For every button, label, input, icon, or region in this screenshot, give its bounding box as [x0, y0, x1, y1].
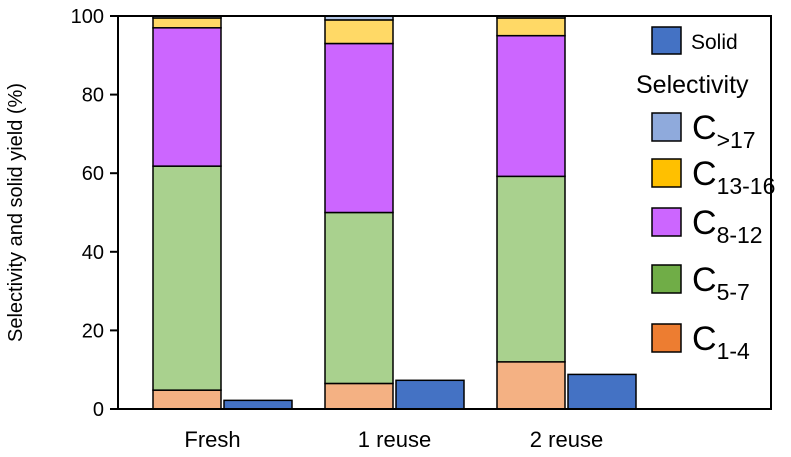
y-tick-label: 20: [82, 320, 104, 342]
legend-label-subscript: 8-12: [717, 222, 763, 248]
bar-c8_12: [324, 42, 394, 214]
legend-swatch-c1_4: [651, 323, 682, 353]
bar-c5_7: [152, 165, 222, 391]
legend-title: Selectivity: [636, 71, 749, 99]
bar-c1_4: [152, 389, 222, 410]
legend-label-c17: C>17: [692, 109, 756, 153]
legend-swatch-c13_16: [651, 158, 682, 188]
legend-label-base: C: [692, 204, 717, 242]
x-tick-label: 2 reuse: [530, 427, 603, 452]
bar-solid: [395, 379, 465, 410]
y-tick-label: 80: [82, 85, 104, 107]
bar-c13_16: [152, 17, 222, 29]
legend-label-base: C: [692, 261, 717, 299]
legend-swatch-c17: [651, 112, 682, 142]
bar-c1_4: [324, 382, 394, 410]
y-tick-label: 0: [93, 399, 104, 421]
legend-swatch-c8_12: [651, 207, 682, 237]
legend-label-subscript: >17: [717, 127, 756, 153]
legend-label-subscript: 1-4: [717, 338, 750, 364]
x-tick-label: 1 reuse: [358, 427, 431, 452]
plot-frame: [117, 15, 772, 410]
legend-label-base: C: [692, 155, 717, 193]
y-axis-label: Selectivity and solid yield (%): [5, 83, 27, 342]
bar-c8_12: [152, 27, 222, 167]
y-tick-label: 100: [71, 6, 104, 28]
legend-label-c13_16: C13-16: [692, 155, 775, 199]
bar-solid: [223, 399, 293, 410]
bar-c1_4: [496, 361, 566, 410]
legend-swatch-c5_7: [651, 264, 682, 294]
bar-c13_16: [496, 17, 566, 37]
x-tick-label: Fresh: [184, 427, 240, 452]
legend-label-base: C: [692, 109, 717, 147]
legend-label-base: C: [692, 320, 717, 358]
bars-layer: [152, 15, 637, 410]
bar-c8_12: [496, 34, 566, 178]
legend-label-c5_7: C5-7: [692, 261, 750, 305]
legend-label-subscript: 5-7: [717, 279, 750, 305]
bar-c5_7: [496, 175, 566, 363]
bar-solid: [567, 373, 637, 410]
legend-label-solid: Solid: [691, 31, 738, 54]
legend-label-c8_12: C8-12: [692, 204, 763, 248]
y-tick-label: 40: [82, 242, 104, 264]
y-tick-label: 60: [82, 163, 104, 185]
ticks-layer: 0 20 40 60 80 100: [71, 6, 118, 421]
bar-c5_7: [324, 211, 394, 385]
bar-c13_16: [324, 19, 394, 45]
legend-label-subscript: 13-16: [717, 173, 776, 199]
legend-swatch-solid: [651, 26, 682, 55]
legend-label-c1_4: C1-4: [692, 320, 750, 364]
